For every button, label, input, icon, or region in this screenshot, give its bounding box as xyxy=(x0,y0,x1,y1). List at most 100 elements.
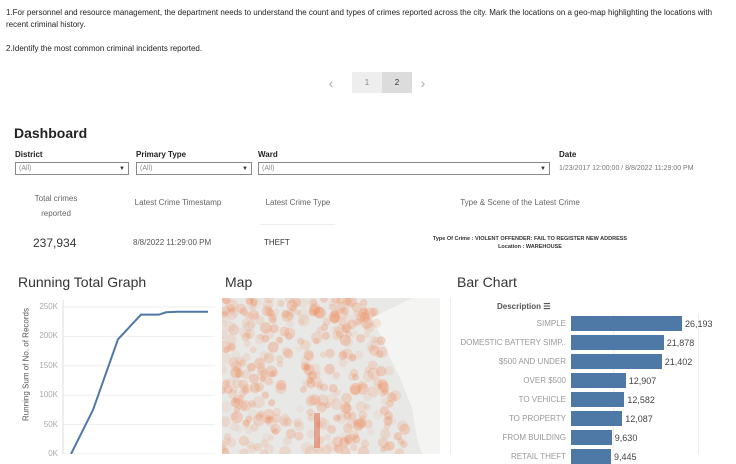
bar-category-label: $500 AND UNDER xyxy=(498,357,566,366)
crime-density-dot xyxy=(334,444,343,454)
crime-density-dot xyxy=(263,376,273,386)
crime-density-dot xyxy=(261,335,270,343)
crime-density-dot xyxy=(349,383,362,395)
crime-density-dot xyxy=(281,309,290,318)
crime-density-dot xyxy=(284,332,293,341)
crime-density-dot xyxy=(244,328,255,339)
crime-density-dot xyxy=(330,309,339,318)
crime-density-dot xyxy=(303,363,311,371)
bar-value-label: 21,878 xyxy=(666,338,695,348)
crime-density-dot xyxy=(306,376,314,384)
ward-dropdown[interactable]: (All) ▼ xyxy=(258,162,550,175)
crime-density-dot xyxy=(228,343,236,351)
crime-density-dot xyxy=(309,394,321,405)
crime-density-dot xyxy=(324,401,331,409)
crime-density-dot xyxy=(229,411,239,421)
crime-density-dot xyxy=(241,369,252,380)
crime-density-dot xyxy=(336,413,347,424)
crime-density-dot xyxy=(350,368,359,377)
crime-density-dot xyxy=(293,419,301,427)
description-header-label: Description xyxy=(497,302,542,311)
crime-density-dot xyxy=(356,311,367,322)
crime-density-dot xyxy=(305,368,312,376)
bar[interactable] xyxy=(571,392,625,407)
district-dropdown[interactable]: (All) ▼ xyxy=(15,162,129,175)
crime-density-dot xyxy=(330,326,338,334)
crime-density-dot xyxy=(363,392,372,402)
page-1-button[interactable]: 1 xyxy=(352,72,382,93)
bar[interactable] xyxy=(571,449,612,464)
description-header[interactable]: Description ☰ xyxy=(497,302,550,311)
crime-density-dot xyxy=(295,345,303,353)
primary-type-value: (All) xyxy=(140,165,153,172)
crime-density-dot xyxy=(243,311,250,319)
crime-density-dot xyxy=(373,409,384,420)
crime-density-dot xyxy=(241,318,250,327)
crime-density-dot xyxy=(318,418,331,431)
crime-density-dot xyxy=(267,341,279,353)
crime-density-dot xyxy=(334,301,347,313)
bar[interactable] xyxy=(571,373,626,388)
crime-density-dot xyxy=(342,348,353,360)
crime-density-dot xyxy=(278,414,291,427)
primary-type-dropdown[interactable]: (All) ▼ xyxy=(136,162,252,175)
crime-density-dot xyxy=(399,423,411,435)
crime-density-dot xyxy=(238,359,247,367)
crime-density-dot xyxy=(376,336,386,346)
crime-density-dot xyxy=(241,332,251,342)
running-total-line[interactable] xyxy=(70,310,208,454)
crime-density-dot xyxy=(321,444,332,454)
crime-density-dot xyxy=(350,330,358,338)
crime-density-dot xyxy=(223,346,230,353)
crime-density-dot xyxy=(358,420,366,428)
bar-category-label: TO PROPERTY xyxy=(508,414,566,423)
crime-density-dot xyxy=(332,330,343,341)
crime-density-dot xyxy=(285,428,296,439)
bar[interactable] xyxy=(571,354,662,369)
crime-density-dot xyxy=(270,369,279,378)
crime-density-dot xyxy=(342,298,354,310)
sort-icon[interactable]: ☰ xyxy=(543,302,551,311)
crime-density-dot xyxy=(338,358,348,368)
crime-density-dot xyxy=(266,415,273,423)
date-range[interactable]: 1/23/2017 12:00:00 / 8/8/2022 11:29:00 P… xyxy=(559,165,694,172)
bar[interactable] xyxy=(571,316,682,331)
crime-density-dot xyxy=(250,423,259,432)
crime-density-dot xyxy=(245,312,254,321)
divider xyxy=(260,224,335,225)
crime-density-dot xyxy=(222,364,228,375)
crime-density-dot xyxy=(264,307,274,317)
crime-density-dot xyxy=(270,426,277,433)
crime-density-dot xyxy=(383,416,393,426)
crime-density-dot xyxy=(247,362,257,372)
crime-density-dot xyxy=(382,388,390,395)
crime-density-dot xyxy=(369,307,379,317)
crime-density-dot xyxy=(261,432,271,442)
next-page-button[interactable]: › xyxy=(420,74,426,91)
crime-density-dot xyxy=(345,298,357,307)
crime-density-dot xyxy=(347,319,357,330)
crime-density-dot xyxy=(226,299,238,312)
page-2-button[interactable]: 2 xyxy=(382,72,412,93)
ward-label: Ward xyxy=(258,150,278,159)
crime-density-dot xyxy=(222,329,229,339)
crime-density-dot xyxy=(325,348,335,359)
crime-heat-map[interactable] xyxy=(222,298,440,454)
crime-density-dot xyxy=(289,298,301,308)
crime-density-dot xyxy=(367,344,375,352)
crime-density-dot xyxy=(328,298,337,307)
bar[interactable] xyxy=(571,430,612,445)
crime-density-dot xyxy=(286,299,298,311)
crime-density-dot xyxy=(246,362,256,372)
y-tick-label: 100K xyxy=(39,390,58,400)
bar[interactable] xyxy=(571,335,664,350)
crime-density-dot xyxy=(349,354,357,362)
crime-density-dot xyxy=(222,341,232,353)
crime-density-dot xyxy=(332,371,341,380)
crime-density-dot xyxy=(331,298,341,304)
bar[interactable] xyxy=(571,411,623,426)
prev-page-button[interactable]: ‹ xyxy=(328,74,334,91)
crime-density-dot xyxy=(255,315,265,325)
crime-density-dot xyxy=(235,356,245,366)
crime-density-dot xyxy=(353,418,365,430)
